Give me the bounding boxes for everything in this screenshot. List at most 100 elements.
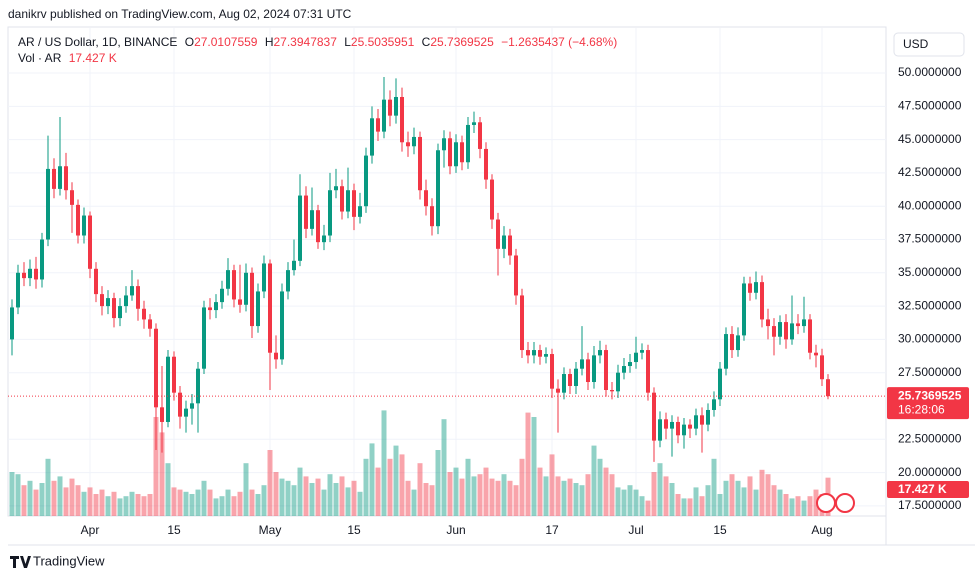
volume-bar (723, 480, 729, 516)
volume-bar (81, 491, 87, 516)
candle-body (274, 352, 278, 360)
currency-label[interactable]: USD (903, 37, 929, 51)
candle-body (460, 142, 464, 163)
candle-body (88, 215, 92, 269)
volume-bar (321, 489, 327, 516)
volume-bar (621, 489, 627, 516)
volume-bar (471, 476, 477, 516)
candle-body (124, 295, 128, 307)
candle-body (778, 322, 782, 337)
candle-body (730, 334, 734, 351)
candle-body (682, 424, 686, 436)
candle-body (772, 326, 776, 337)
volume-bar (729, 474, 735, 516)
volume-bar (705, 485, 711, 516)
candle-body (790, 323, 794, 340)
volume-bar (381, 410, 387, 516)
symbol-title: AR / US Dollar, 1D, BINANCE (18, 35, 177, 49)
volume-bar (159, 432, 165, 516)
currency-button[interactable] (893, 32, 965, 57)
volume-bar (531, 417, 537, 516)
volume-bar (15, 474, 21, 516)
volume-bar (609, 474, 615, 516)
x-tick-label: 15 (713, 523, 727, 537)
candle-body (214, 302, 218, 311)
candle-body (532, 350, 536, 356)
high-value: 27.3947837 (273, 35, 337, 49)
candle-body (256, 291, 260, 327)
volume-bar (27, 480, 33, 516)
volume-bar (39, 483, 45, 516)
candle-body (100, 294, 104, 307)
volume-bar (123, 496, 129, 516)
candle-body (382, 99, 386, 132)
x-tick-label: 15 (347, 523, 361, 537)
candle-body (106, 298, 110, 307)
candle-body (688, 424, 692, 429)
label-c: C (422, 35, 431, 49)
candle-body (334, 186, 338, 191)
candle-body (706, 409, 710, 425)
candle-body (130, 286, 134, 296)
volume-bar (261, 485, 267, 516)
candle-body (424, 190, 428, 207)
volume-bar (477, 474, 483, 516)
y-tick-label: 42.5000000 (898, 165, 962, 179)
volume-bar (63, 487, 69, 516)
candle-body (370, 118, 374, 156)
candle-body (220, 288, 224, 303)
candle-body (184, 408, 188, 417)
candle-body (568, 374, 572, 387)
volume-bar (249, 489, 255, 516)
volume-bars (9, 410, 831, 516)
brand-logo (10, 556, 31, 568)
volume-bar (573, 483, 579, 516)
candle-body (538, 350, 542, 357)
candle-body (208, 307, 212, 311)
volume-bar (747, 476, 753, 516)
volume-bar (393, 445, 399, 516)
candle-body (598, 350, 602, 356)
volume-bar (513, 485, 519, 516)
volume-bar (87, 487, 93, 516)
candle-body (22, 272, 26, 279)
candle-body (328, 190, 332, 236)
candle-body (496, 219, 500, 249)
volume-bar (279, 478, 285, 516)
candle-body (112, 298, 116, 319)
volume-bar (657, 463, 663, 516)
candle-body (754, 282, 758, 293)
x-tick-label: Jun (446, 523, 465, 537)
label-o: O (185, 35, 194, 49)
open-value: 27.0107559 (194, 35, 258, 49)
volume-bar (45, 458, 51, 516)
candle-body (178, 392, 182, 417)
candle-body (700, 415, 704, 425)
candle-body (436, 150, 440, 227)
volume-bar (69, 478, 75, 516)
event-flag[interactable] (816, 493, 836, 513)
volume-bar (735, 480, 741, 516)
last-price-tag (887, 387, 969, 420)
volume-bar (75, 485, 81, 516)
event-flag[interactable] (835, 493, 855, 513)
candle-body (136, 286, 140, 309)
candle-body (814, 352, 818, 356)
volume-bar (807, 496, 813, 516)
candle-body (244, 272, 248, 305)
volume-legend: Vol · AR 17.427 K (18, 51, 117, 65)
volume-tag-label: 17.427 K (898, 482, 947, 496)
candle-body (304, 195, 308, 229)
published-line: danikrv published on TradingView.com, Au… (8, 7, 352, 21)
candle-body (676, 421, 680, 436)
volume-bar (525, 412, 531, 516)
volume-bar (483, 467, 489, 516)
candle-body (640, 350, 644, 353)
candle-body (268, 263, 272, 353)
candle-body (826, 379, 830, 397)
candle-body (82, 215, 86, 236)
volume-bar (399, 454, 405, 516)
volume-bar (375, 467, 381, 516)
volume-bar (297, 467, 303, 516)
legend-line: AR / US Dollar, 1D, BINANCE O27.0107559 … (18, 35, 617, 49)
